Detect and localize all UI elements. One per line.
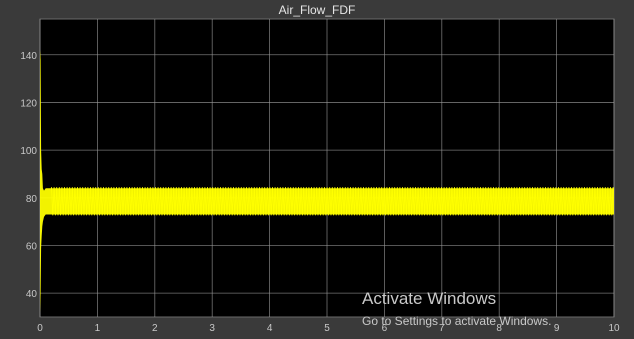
watermark-subtitle: Go to Settings to activate Windows. [362,314,551,328]
x-tick-label: 1 [95,323,101,334]
tick-labels: 0 1 2 3 4 5 6 7 8 9 10 40 60 80 100 120 140 [20,51,620,334]
y-tick-label: 40 [26,289,38,300]
x-tick-label: 0 [37,323,43,334]
y-tick-label: 100 [20,146,37,157]
x-tick-label: 4 [267,323,273,334]
grid [39,19,615,317]
x-tick-label: 3 [209,323,215,334]
series-layer [40,50,614,313]
y-tick-label: 140 [20,51,37,62]
chart-title: Air_Flow_FDF [279,3,356,17]
x-tick-label: 9 [554,323,560,334]
x-tick-label: 5 [324,323,330,334]
y-tick-label: 80 [26,194,38,205]
x-tick-label: 7 [439,323,445,334]
y-tick-label: 120 [20,98,37,109]
x-tick-label: 8 [496,323,502,334]
x-tick-label: 2 [152,323,158,334]
series-line [51,187,614,216]
y-tick-label: 60 [26,241,38,252]
watermark-title: Activate Windows [362,289,496,308]
x-tick-label: 6 [382,323,388,334]
x-tick-label: 10 [608,323,620,334]
